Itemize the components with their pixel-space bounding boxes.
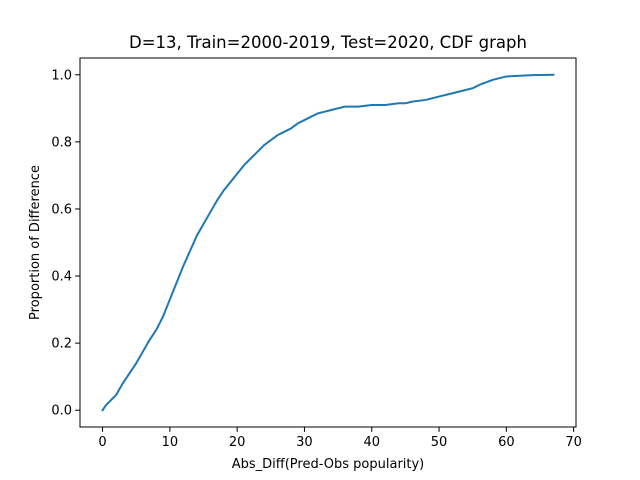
x-tick-label: 60 — [498, 435, 515, 450]
x-tick-label: 10 — [162, 435, 179, 450]
x-tick-label: 50 — [431, 435, 448, 450]
y-tick-label: 1.0 — [51, 68, 72, 83]
x-tick-label: 30 — [296, 435, 313, 450]
y-tick-label: 0.0 — [51, 404, 72, 419]
y-axis-label: Proportion of Difference — [28, 165, 43, 320]
y-axis: 0.0 0.2 0.4 0.6 0.8 1.0 — [51, 68, 80, 419]
x-tick-label: 0 — [98, 435, 106, 450]
y-tick-label: 0.4 — [51, 270, 72, 285]
y-tick-label: 0.8 — [51, 135, 72, 150]
y-tick-label: 0.2 — [51, 337, 72, 352]
x-tick-label: 70 — [565, 435, 582, 450]
cdf-series-line — [101, 73, 555, 412]
x-axis-label: Abs_Diff(Pred-Obs popularity) — [232, 457, 425, 472]
axes-frame — [79, 57, 577, 428]
x-tick-label: 40 — [363, 435, 380, 450]
y-tick-label: 0.6 — [51, 202, 72, 217]
x-axis: 0 10 20 30 40 50 60 70 — [98, 427, 582, 450]
plot-area — [79, 57, 577, 428]
x-tick-label: 20 — [229, 435, 246, 450]
chart-title: D=13, Train=2000-2019, Test=2020, CDF gr… — [129, 33, 527, 52]
